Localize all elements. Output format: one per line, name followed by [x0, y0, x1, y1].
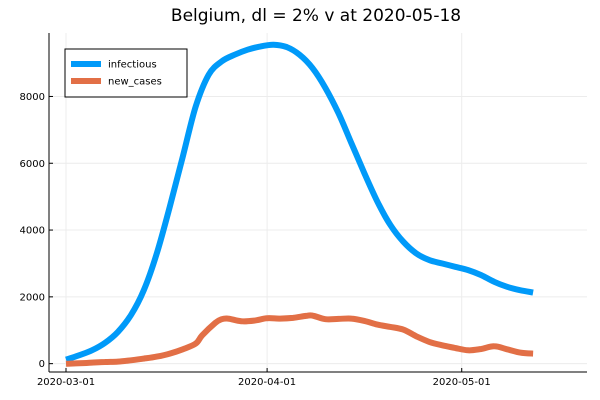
x-tick-label: 2020-03-01	[37, 377, 95, 388]
series-line-new-cases	[65, 312, 534, 367]
x-tick-label: 2020-05-01	[433, 377, 491, 388]
axes: 0 2000 4000 6000 8000 2020-03-01 2020-04-01 202…	[20, 33, 587, 388]
y-tick-label: 0	[39, 359, 45, 370]
y-tick-label: 8000	[20, 92, 45, 103]
x-tick-label: 2020-04-01	[238, 377, 296, 388]
y-tick-label: 4000	[20, 226, 45, 237]
y-tick-label: 2000	[20, 292, 45, 303]
y-tick-label: 6000	[20, 159, 45, 170]
legend: infectious new_cases	[64, 48, 188, 98]
chart-title: Belgium, dl = 2% v at 2020-05-18	[171, 6, 461, 26]
legend-label-infectious: infectious	[108, 60, 157, 71]
series-line-infectious	[65, 41, 534, 363]
legend-label-new-cases: new_cases	[108, 77, 162, 88]
series-lines	[65, 41, 534, 367]
legend-box	[64, 48, 188, 98]
